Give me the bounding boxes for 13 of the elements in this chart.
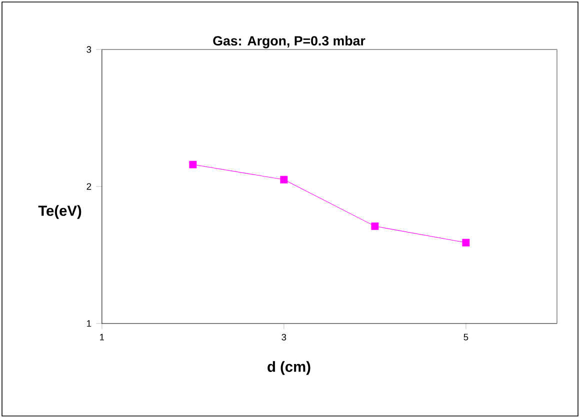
y-axis-title: Te(eV)	[38, 205, 82, 219]
x-tick-label: 5	[464, 334, 468, 340]
point	[462, 238, 470, 246]
y-tick-label: 3	[86, 46, 92, 53]
x-tick-label: 1	[100, 334, 104, 340]
point	[280, 176, 288, 184]
chart-title: Gas: Argon, P=0.3 mbar	[213, 36, 366, 48]
point	[371, 222, 379, 230]
x-axis-title: d (cm)	[268, 361, 310, 375]
x-tick-label: 3	[282, 334, 286, 340]
y-tick-label: 1	[87, 320, 92, 327]
y-tick-label: 2	[86, 183, 92, 190]
point	[189, 160, 197, 168]
